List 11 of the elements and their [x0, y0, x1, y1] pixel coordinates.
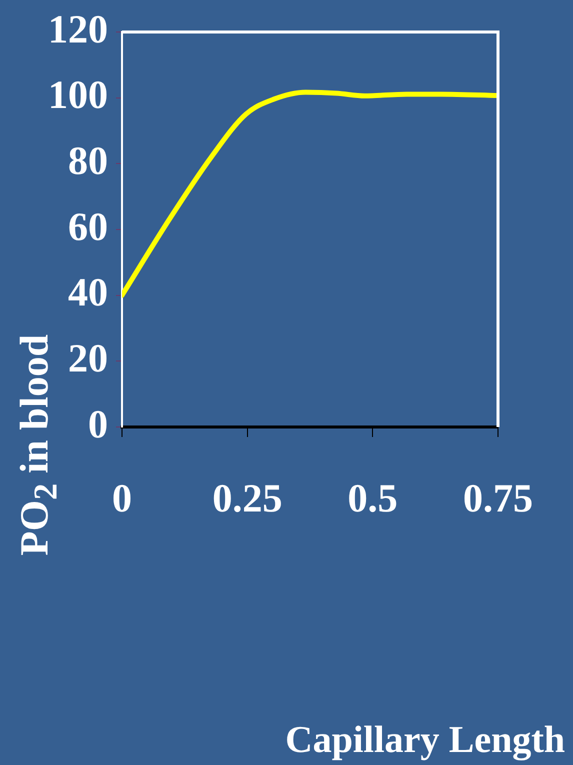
x-tick-label: 0.75 — [463, 475, 533, 520]
y-tick-label: 60 — [68, 204, 108, 249]
x-tick-label: 0.25 — [212, 475, 282, 520]
y-tick-label: 120 — [48, 6, 108, 52]
text: Capillary Length — [285, 718, 565, 762]
y-tick-label: 40 — [68, 270, 108, 315]
y-tick-label: 20 — [68, 335, 108, 380]
y-tick-label: 0 — [88, 401, 108, 446]
y-tick-label: 80 — [68, 138, 108, 183]
y-tick-label: 100 — [48, 72, 108, 118]
x-tick-label: 0.5 — [348, 475, 398, 520]
